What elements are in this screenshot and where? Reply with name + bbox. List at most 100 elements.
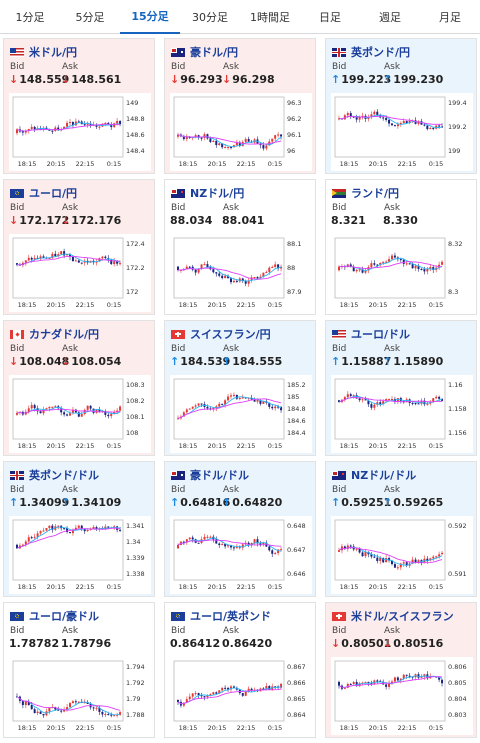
y-tick-label: 1.338 (126, 570, 145, 578)
candle-body (408, 120, 411, 123)
candle-body (24, 701, 27, 706)
chart-area[interactable]: 0.648 0.647 0.646 18:15 20:15 22:15 0:15 (170, 516, 312, 594)
candle-body (224, 400, 227, 405)
candle-body (194, 693, 197, 695)
pair-name[interactable]: スイスフラン/円 (190, 328, 271, 341)
y-tick-label: 172.2 (126, 264, 145, 272)
pair-name[interactable]: NZドル/ドル (351, 469, 417, 482)
candle-body (71, 256, 74, 262)
up-arrow-icon: ↑ (170, 355, 180, 368)
rate-card[interactable]: ランド/円 Bid Ask 8.321 8.330 8.32 8.3 18:15 20… (325, 179, 477, 315)
x-tick-label: 20:15 (47, 160, 66, 168)
x-tick-label: 20:15 (369, 160, 388, 168)
pair-name[interactable]: ユーロ/豪ドル (29, 610, 100, 623)
tab-0[interactable]: 1分足 (15, 11, 45, 24)
rate-card[interactable]: ユーロ/英ポンド Bid Ask 0.86412 0.86420 0.867 0.… (164, 602, 316, 738)
candle-body (376, 680, 379, 682)
chart-area[interactable]: 172.4 172.2 172 18:15 20:15 22:15 0:15 (9, 234, 151, 312)
rate-card[interactable]: NZドル/ドル Bid Ask ↑0.59251 ↑0.59265 0.592 0… (325, 461, 477, 597)
pair-name[interactable]: 米ドル/スイスフラン (351, 610, 454, 623)
candle-body (86, 123, 89, 125)
y-tick-label: 184.6 (287, 417, 306, 425)
x-tick-label: 18:15 (179, 160, 198, 168)
chart-area[interactable]: 1.794 1.792 1.79 1.788 18:15 20:15 22:15 0:15 (9, 657, 151, 735)
candle-body (230, 278, 232, 283)
candle-body (373, 404, 376, 408)
candle-body (262, 272, 265, 277)
candle-body (95, 707, 98, 709)
candle-body (382, 401, 385, 404)
rate-card[interactable]: スイスフラン/円 Bid Ask ↑184.539 ↑184.555 185.2… (164, 320, 316, 456)
pair-name[interactable]: NZドル/円 (190, 187, 245, 200)
bid-value: 1.34099 (19, 496, 70, 509)
chart-area[interactable]: 199.4 199.2 199 18:15 20:15 22:15 0:15 (331, 93, 473, 171)
tab-1[interactable]: 5分足 (75, 11, 105, 24)
chart-area[interactable]: 0.592 0.591 18:15 20:15 22:15 0:15 (331, 516, 473, 594)
tab-3[interactable]: 30分足 (192, 11, 228, 24)
tab-4[interactable]: 1時間足 (250, 11, 290, 24)
rate-card[interactable]: ユーロ/豪ドル Bid Ask 1.78782 1.78796 1.794 1.7… (3, 602, 155, 738)
x-tick-label: 20:15 (369, 442, 388, 450)
rate-card[interactable]: 米ドル/円 Bid Ask ↓148.559 ↓148.561 149 148.8… (3, 38, 155, 174)
chart-area[interactable]: 88.1 88 87.9 18:15 20:15 22:15 0:15 (170, 234, 312, 312)
chart-area[interactable]: 96.3 96.2 96.1 96 18:15 20:15 22:15 0:15 (170, 93, 312, 171)
candle-body (71, 122, 74, 126)
chart-area[interactable]: 108.3 108.2 108.1 108 18:15 20:15 22:15 0:15 (9, 375, 151, 453)
pair-name[interactable]: カナダドル/円 (29, 328, 100, 341)
chart-area[interactable]: 185.2 185 184.8 184.6 184.4 18:15 20:15 22:15 0:… (170, 375, 312, 453)
chart-area[interactable]: 1.341 1.34 1.339 1.338 18:15 20:15 22:15 0:15 (9, 516, 151, 594)
flag-us-icon (10, 47, 24, 57)
chart-area[interactable]: 149 148.8 148.6 148.4 18:15 20:15 22:15 0:15 (9, 93, 151, 171)
rate-card[interactable]: 米ドル/スイスフラン Bid Ask ↓0.80501 ↓0.80516 0.8… (325, 602, 477, 738)
pair-name[interactable]: ランド/円 (351, 187, 400, 200)
bid-value-wrap: ↑0.64816 (170, 496, 230, 509)
price-chart: 108.3 108.2 108.1 108 18:15 20:15 22:15 0:15 (12, 378, 145, 450)
bid-value-wrap: 88.034 (170, 214, 212, 227)
candle-body (101, 256, 104, 259)
card-header: 米ドル/スイスフラン (332, 608, 454, 624)
candle-body (45, 408, 48, 410)
candle-body (119, 121, 122, 125)
chart-area[interactable]: 0.867 0.866 0.865 0.864 18:15 20:15 22:15 0:15 (170, 657, 312, 735)
candle-body (74, 701, 77, 703)
rate-card[interactable]: ユーロ/円 Bid Ask ↓172.172 ↓172.176 172.4 172… (3, 179, 155, 315)
bid-label: Bid (10, 626, 25, 636)
tab-5[interactable]: 日足 (319, 11, 341, 24)
up-arrow-icon: ↑ (331, 496, 341, 509)
moving-average-line (338, 261, 443, 269)
candle-body (385, 558, 388, 563)
candle-body (388, 119, 391, 124)
rate-card[interactable]: NZドル/円 Bid Ask 88.034 88.041 88.1 88 87.9 1… (164, 179, 316, 315)
pair-name[interactable]: ユーロ/英ポンド (190, 610, 272, 623)
pair-name[interactable]: 米ドル/円 (29, 46, 78, 59)
rate-card[interactable]: ユーロ/ドル Bid Ask ↑1.15887 ↑1.15890 1.16 1.1… (325, 320, 477, 456)
price-chart: 0.867 0.866 0.865 0.864 18:15 20:15 22:15 0:15 (173, 660, 306, 732)
rate-card[interactable]: 豪ドル/ドル Bid Ask ↑0.64816 ↑0.64820 0.648 0.… (164, 461, 316, 597)
moving-average-line (338, 676, 443, 688)
chart-area[interactable]: 1.16 1.158 1.156 18:15 20:15 22:15 0:15 (331, 375, 473, 453)
candle-body (253, 399, 256, 402)
card-header: ユーロ/ドル (332, 326, 410, 342)
pair-name[interactable]: 豪ドル/ドル (190, 469, 250, 482)
pair-name[interactable]: 豪ドル/円 (190, 46, 239, 59)
pair-name[interactable]: 英ポンド/円 (351, 46, 411, 59)
candle-body (408, 263, 411, 265)
rate-card[interactable]: 英ポンド/ドル Bid Ask ↑1.34099 ↑1.34109 1.341 1… (3, 461, 155, 597)
chart-area[interactable]: 8.32 8.3 18:15 20:15 22:15 0:15 (331, 234, 473, 312)
tab-6[interactable]: 週足 (379, 11, 401, 24)
candle-body (200, 695, 203, 697)
tab-7[interactable]: 月足 (439, 11, 461, 24)
candle-body (385, 261, 388, 263)
candle-body (98, 126, 101, 128)
pair-name[interactable]: ユーロ/円 (29, 187, 78, 200)
pair-name[interactable]: ユーロ/ドル (351, 328, 411, 341)
tab-2[interactable]: 15分足 (120, 0, 180, 34)
chart-area[interactable]: 0.806 0.805 0.804 0.803 18:15 20:15 22:15 0:15 (331, 657, 473, 735)
rate-card[interactable]: カナダドル/円 Bid Ask ↓108.048 ↓108.054 108.3 1… (3, 320, 155, 456)
candle-body (402, 562, 405, 564)
rate-card[interactable]: 英ポンド/円 Bid Ask ↑199.223 ↑199.230 199.4 19… (325, 38, 477, 174)
rate-card[interactable]: 豪ドル/円 Bid Ask ↓96.293 ↓96.298 96.3 96.2 96… (164, 38, 316, 174)
candle-body (177, 134, 179, 137)
pair-name[interactable]: 英ポンド/ドル (29, 469, 100, 482)
candle-body (259, 400, 262, 404)
